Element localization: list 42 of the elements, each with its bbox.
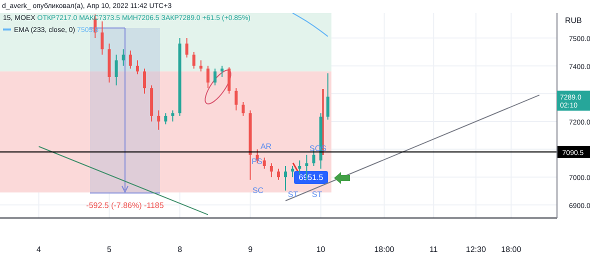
x-tick-label: 11 [429,245,438,254]
candlestick [242,102,245,116]
x-tick-label: 9 [248,245,254,254]
candlestick [270,162,273,178]
x-tick-label: 4 [36,245,42,254]
candlestick [284,165,288,192]
candlestick [326,72,330,120]
x-tick-label: 18:00 [501,245,522,254]
candlestick [199,60,202,72]
candlestick [136,60,139,75]
candlestick [114,54,118,86]
annotation: ST [312,190,322,199]
x-tick-label: 12:30 [466,245,486,254]
candlestick [192,51,196,70]
annotation: AR [260,142,272,151]
candlestick [157,110,160,130]
candlestick [214,68,217,86]
x-tick-label: 5 [107,245,112,254]
candlestick [262,157,266,170]
candlestick [276,168,280,180]
x-tick-label: 8 [178,245,183,254]
candlestick [128,50,132,70]
candlestick [298,160,302,175]
candlestick [122,48,125,66]
annotation: SC [252,186,264,195]
candlestick [171,110,174,122]
annotation: ST [288,190,298,199]
annotation: PS [252,157,262,166]
candlestick [220,65,224,78]
annotation: -592.5 (-7.86%) -1185 [86,201,164,210]
candlestick [228,66,231,94]
line-series [292,13,328,37]
candlestick [185,38,188,58]
x-tick-label: 18:00 [374,245,395,254]
candlestick [206,65,210,89]
candlestick [234,88,238,111]
candlestick [291,165,294,178]
candlestick [164,112,168,125]
candlestick [143,68,146,94]
x-tick-label: 10 [316,245,326,254]
candlestick [100,20,104,56]
text: RUB [565,16,582,25]
